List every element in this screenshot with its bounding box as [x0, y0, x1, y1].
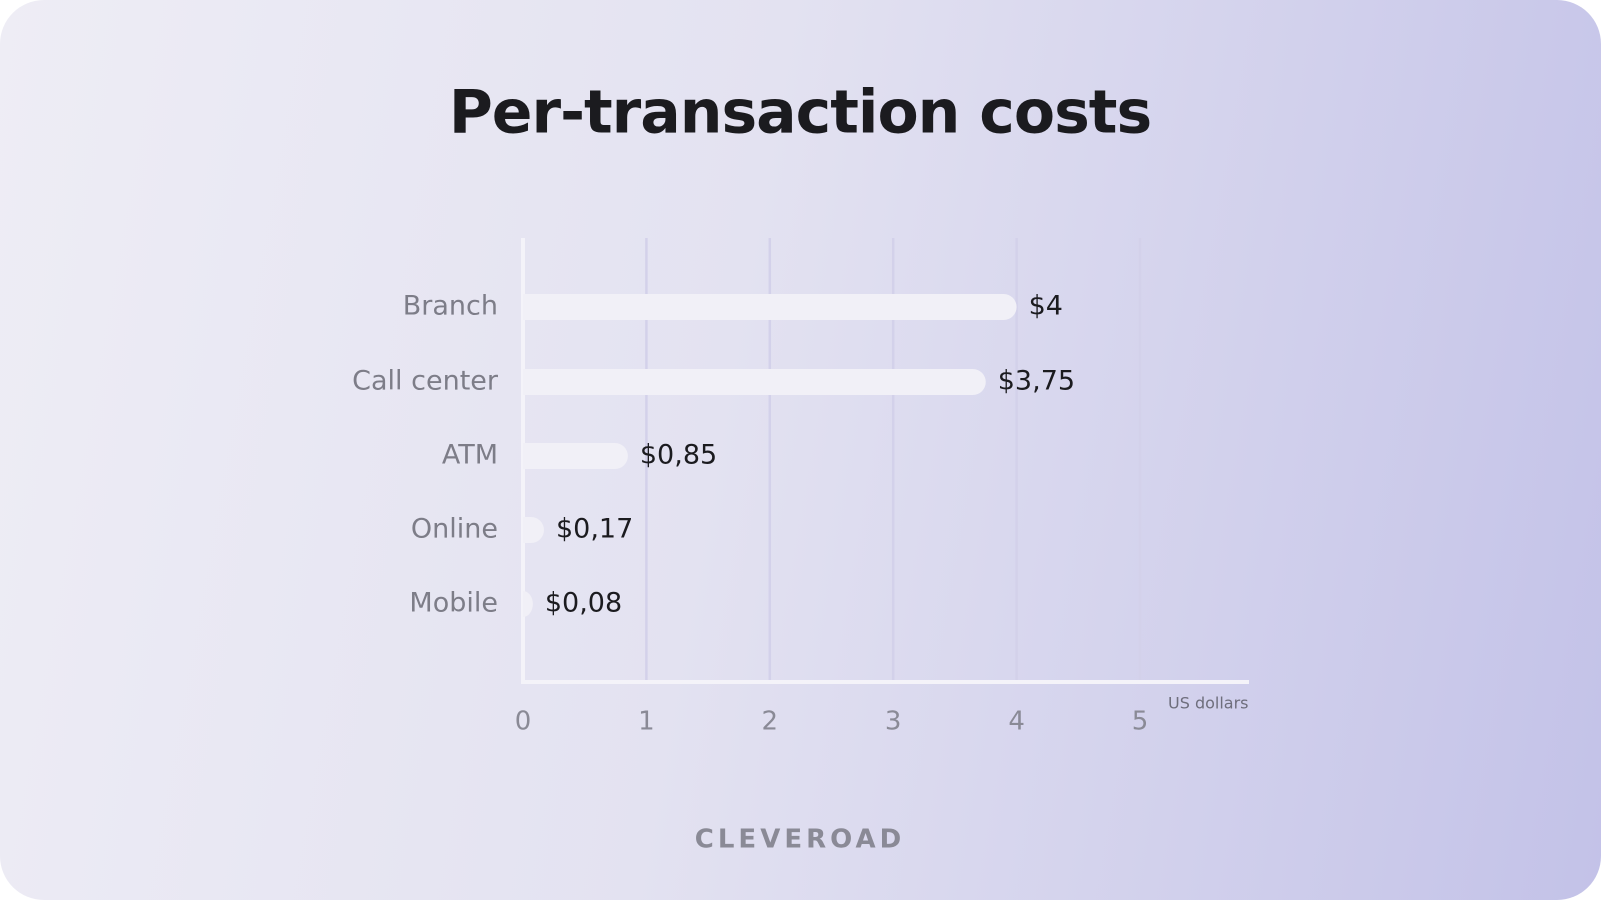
chart-title: Per-transaction costs [449, 78, 1151, 148]
x-tick-label: 4 [1008, 707, 1025, 737]
x-tick-label: 1 [638, 707, 655, 737]
x-tick-label: 0 [515, 707, 532, 737]
x-tick-label: 5 [1132, 707, 1149, 737]
bar [523, 591, 533, 617]
y-tick-label: Mobile [409, 588, 498, 619]
y-tick-label: ATM [442, 440, 498, 471]
value-label: $0,85 [640, 440, 717, 471]
value-label: $3,75 [998, 366, 1075, 397]
x-tick-label: 3 [885, 707, 902, 737]
bar [523, 443, 628, 469]
x-tick-label: 2 [762, 707, 779, 737]
x-axis-label: US dollars [1168, 694, 1249, 713]
value-label: $0,17 [556, 514, 633, 545]
y-tick-label: Online [411, 514, 498, 545]
brand-logo: CLEVEROAD [695, 825, 905, 855]
value-label: $0,08 [545, 588, 622, 619]
value-label: $4 [1029, 291, 1063, 322]
bar [523, 294, 1017, 320]
y-tick-label: Branch [403, 291, 498, 322]
y-tick-label: Call center [352, 366, 499, 397]
bar [523, 369, 986, 395]
bar [523, 517, 544, 543]
